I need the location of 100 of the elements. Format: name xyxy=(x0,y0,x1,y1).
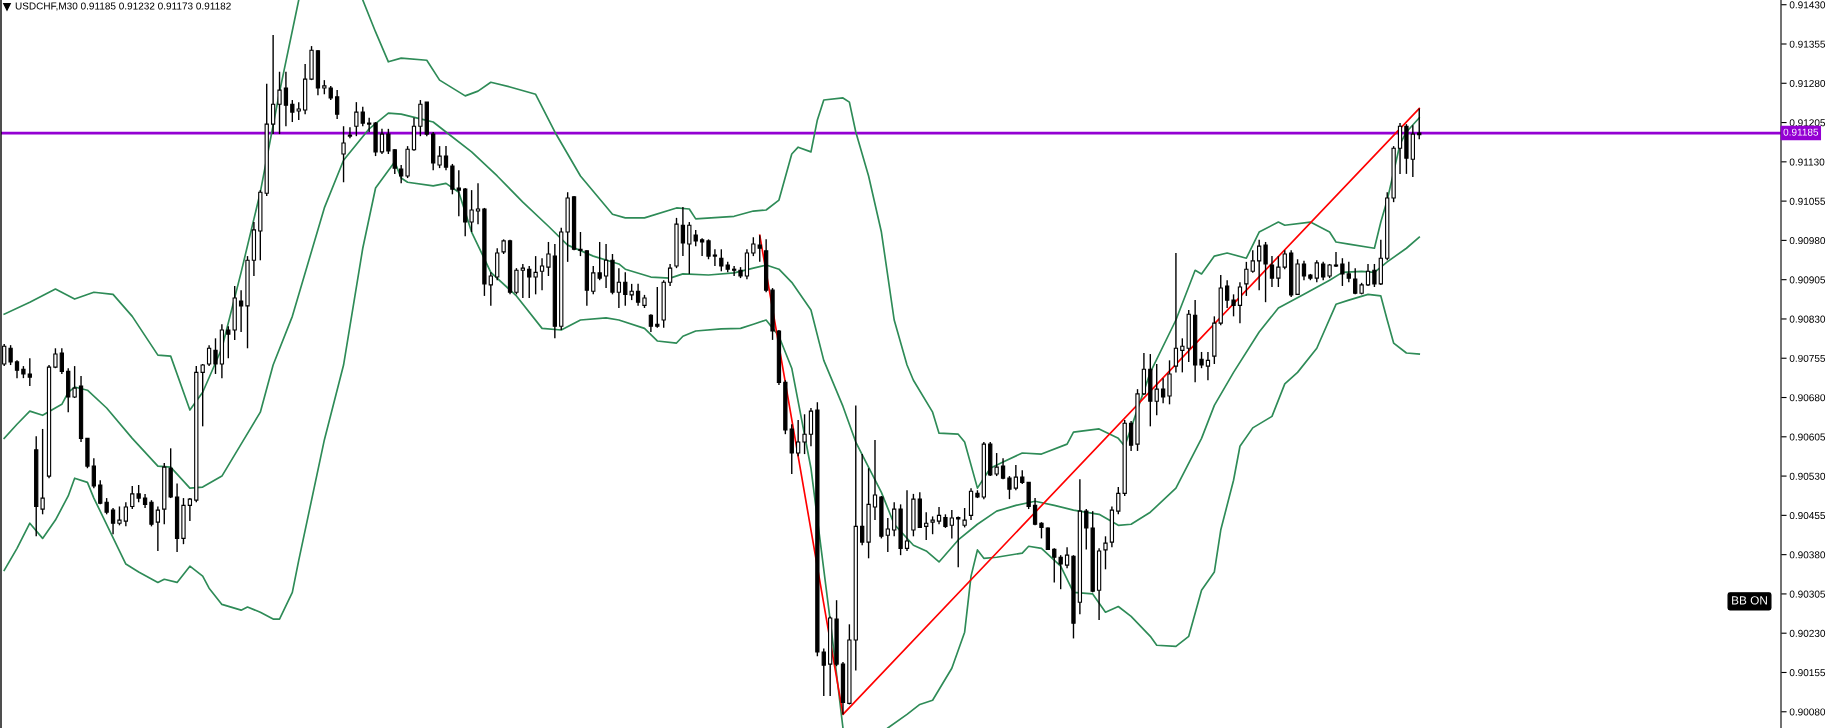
y-tick-label: 0.90305 xyxy=(1789,590,1826,598)
candlestick xyxy=(1257,239,1262,291)
candlestick xyxy=(872,439,878,521)
candlestick xyxy=(1205,351,1211,381)
ref-line-label: 0.91185 xyxy=(1783,128,1819,136)
candlestick xyxy=(1237,281,1243,324)
candlestick xyxy=(488,271,493,307)
candlestick xyxy=(1013,464,1019,491)
candlestick xyxy=(1160,377,1166,404)
candlestick xyxy=(411,117,417,152)
candlestick xyxy=(360,106,365,127)
candlestick xyxy=(238,289,244,333)
candlestick xyxy=(904,489,910,552)
candlestick xyxy=(347,126,353,139)
candlestick xyxy=(98,479,103,506)
candlestick xyxy=(1128,420,1134,452)
annotation: BB ON xyxy=(1732,596,1767,605)
candlestick xyxy=(1064,546,1070,569)
candlestick xyxy=(924,511,929,541)
candlestick xyxy=(821,647,826,697)
candlestick xyxy=(59,347,64,375)
candlestick xyxy=(712,248,718,267)
y-tick-label: 0.90080 xyxy=(1789,708,1826,716)
candlestick xyxy=(1346,261,1351,283)
candlestick xyxy=(949,509,954,540)
candlestick xyxy=(860,453,865,546)
candlestick xyxy=(392,148,397,175)
candlestick xyxy=(379,128,385,155)
candlestick xyxy=(1103,535,1108,571)
candlestick xyxy=(527,265,532,299)
candlestick xyxy=(1045,526,1051,551)
y-tick-label: 0.90905 xyxy=(1789,276,1826,284)
candlestick xyxy=(731,265,737,277)
candlestick xyxy=(1250,249,1255,274)
candlestick xyxy=(962,507,967,529)
candlestick xyxy=(1276,255,1281,288)
candlestick xyxy=(110,507,116,535)
candlestick xyxy=(539,257,545,291)
y-tick-label: 0.91280 xyxy=(1789,79,1826,87)
candlestick xyxy=(1365,263,1371,287)
candlestick xyxy=(796,419,801,457)
candlestick xyxy=(386,128,391,155)
candlestick xyxy=(514,267,519,296)
candlestick xyxy=(469,189,474,233)
y-tick-label: 0.90680 xyxy=(1789,394,1826,402)
candlestick xyxy=(117,505,122,527)
y-tick-label: 0.90755 xyxy=(1789,354,1826,362)
candlestick xyxy=(1224,279,1230,309)
candlestick xyxy=(994,452,999,477)
candlestick xyxy=(341,125,346,183)
candlestick xyxy=(277,71,282,135)
y-tick-label: 0.91205 xyxy=(1789,119,1826,127)
candlestick xyxy=(1301,260,1307,281)
y-tick-label: 0.91130 xyxy=(1789,158,1825,166)
candlestick xyxy=(1321,261,1326,281)
candlestick xyxy=(699,237,705,257)
candlestick xyxy=(1282,249,1287,270)
y-tick-label: 0.90530 xyxy=(1789,472,1826,480)
candlestick xyxy=(533,255,538,296)
candlestick xyxy=(1333,251,1339,268)
y-tick-label: 0.90980 xyxy=(1789,237,1826,245)
candlestick xyxy=(149,499,154,528)
candlestick xyxy=(8,344,13,366)
candlestick xyxy=(802,413,807,455)
candlestick xyxy=(520,263,525,299)
candlestick xyxy=(808,407,814,447)
candlestick xyxy=(450,163,455,196)
candlestick xyxy=(956,515,961,568)
candlestick xyxy=(546,241,551,277)
candlestick xyxy=(418,99,423,137)
candlestick xyxy=(123,501,129,528)
candlestick xyxy=(206,344,212,367)
candlestick xyxy=(399,164,404,185)
candlestick xyxy=(885,517,890,553)
y-tick-label: 0.90455 xyxy=(1789,512,1826,520)
candlestick xyxy=(1314,259,1319,283)
candlestick xyxy=(1397,122,1403,175)
chart-title: USDCHF,M30 0.91185 0.91232 0.91173 0.91182 xyxy=(15,2,231,11)
y-tick-label: 0.90230 xyxy=(1789,629,1826,637)
candlestick xyxy=(334,89,340,120)
candlestick xyxy=(475,182,481,225)
y-tick-label: 0.90155 xyxy=(1789,669,1826,677)
y-tick-label: 0.91430 xyxy=(1789,1,1826,9)
candlestick xyxy=(1007,475,1012,500)
candlestick xyxy=(616,267,622,309)
candlestick xyxy=(1263,241,1268,303)
candlestick xyxy=(680,206,686,257)
candlestick xyxy=(1417,107,1422,141)
y-tick-label: 0.90380 xyxy=(1789,551,1826,559)
candlestick xyxy=(155,505,161,552)
candlestick xyxy=(27,357,32,387)
candlestick xyxy=(1244,261,1249,297)
candlestick xyxy=(367,117,372,133)
candlestick xyxy=(892,501,897,538)
y-tick-label: 0.91355 xyxy=(1789,40,1826,48)
candlestick xyxy=(456,169,461,218)
candlestick xyxy=(635,283,641,307)
candlestick xyxy=(603,243,609,289)
candlestick xyxy=(1353,267,1358,296)
candlestick xyxy=(667,263,673,287)
